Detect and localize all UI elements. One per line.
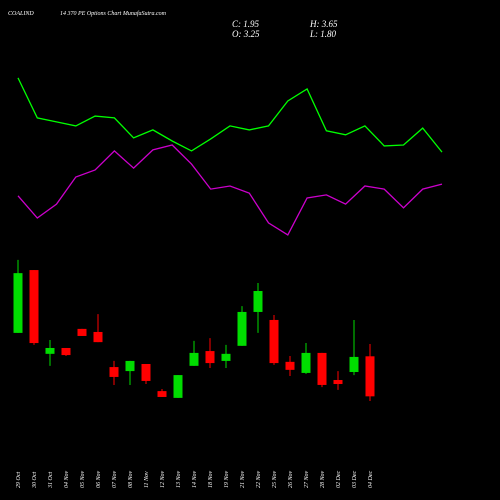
x-tick-label: 29 Oct [16, 472, 22, 488]
x-tick-label: 14 Nov [191, 470, 198, 488]
x-tick-label: 02 Dec [336, 471, 342, 488]
candle-body [349, 356, 359, 373]
candle-body [189, 352, 199, 366]
x-tick-label: 11 Nov [144, 471, 150, 488]
candle-body [125, 360, 135, 372]
x-tick-label: 07 Nov [112, 470, 118, 488]
candle-body [61, 347, 71, 356]
candle-body [141, 364, 151, 381]
high-label: H: 3.65 [309, 19, 338, 29]
candle-body [301, 352, 311, 373]
x-tick-label: 08 Nov [128, 470, 134, 488]
candle-body [173, 375, 183, 398]
x-tick-label: 22 Nov [256, 470, 262, 488]
x-tick-label: 05 Nov [80, 470, 86, 488]
candle-body [77, 328, 87, 336]
candle-body [333, 380, 343, 385]
candle-body [365, 356, 375, 397]
subtitle: 14 370 PE Options Chart MunafaSutra.com [60, 10, 167, 17]
x-tick-label: 12 Nov [160, 470, 166, 488]
x-tick-label: 13 Nov [176, 470, 182, 488]
candle-body [285, 361, 295, 370]
x-tick-label: 03 Dec [352, 471, 358, 488]
x-tick-label: 25 Nov [272, 470, 278, 488]
low-label: L: 1.80 [309, 29, 337, 39]
x-tick-label: 30 Oct [32, 472, 38, 489]
x-tick-label: 04 Nov [63, 470, 70, 488]
symbol: COALIND [8, 11, 34, 17]
x-tick-label: 19 Nov [224, 470, 230, 488]
candle-body [205, 351, 215, 364]
x-tick-label: 27 Nov [304, 470, 310, 488]
x-tick-label: 31 Oct [48, 472, 54, 489]
x-tick-label: 04 Dec [367, 471, 374, 488]
candle-body [221, 353, 231, 361]
indicator-line [17, 77, 443, 153]
candle-body [157, 391, 167, 397]
candle-body [237, 311, 247, 346]
candle-body [253, 291, 263, 312]
candle-body [269, 319, 279, 364]
x-tick-label: 06 Nov [96, 470, 102, 488]
candle-body [109, 367, 119, 377]
x-tick-label: 26 Nov [288, 470, 294, 488]
candle-body [93, 331, 103, 343]
candle-body [45, 347, 55, 354]
x-tick-label: 18 Nov [208, 470, 214, 488]
candle-body [317, 352, 327, 385]
open-label: O: 3.25 [232, 29, 260, 39]
candle-body [29, 270, 39, 344]
x-tick-label: 21 Nov [240, 470, 246, 488]
candle-body [13, 273, 23, 333]
close-label: C: 1.95 [232, 19, 260, 29]
x-tick-label: 28 Nov [320, 470, 326, 488]
indicator-line [17, 144, 443, 236]
